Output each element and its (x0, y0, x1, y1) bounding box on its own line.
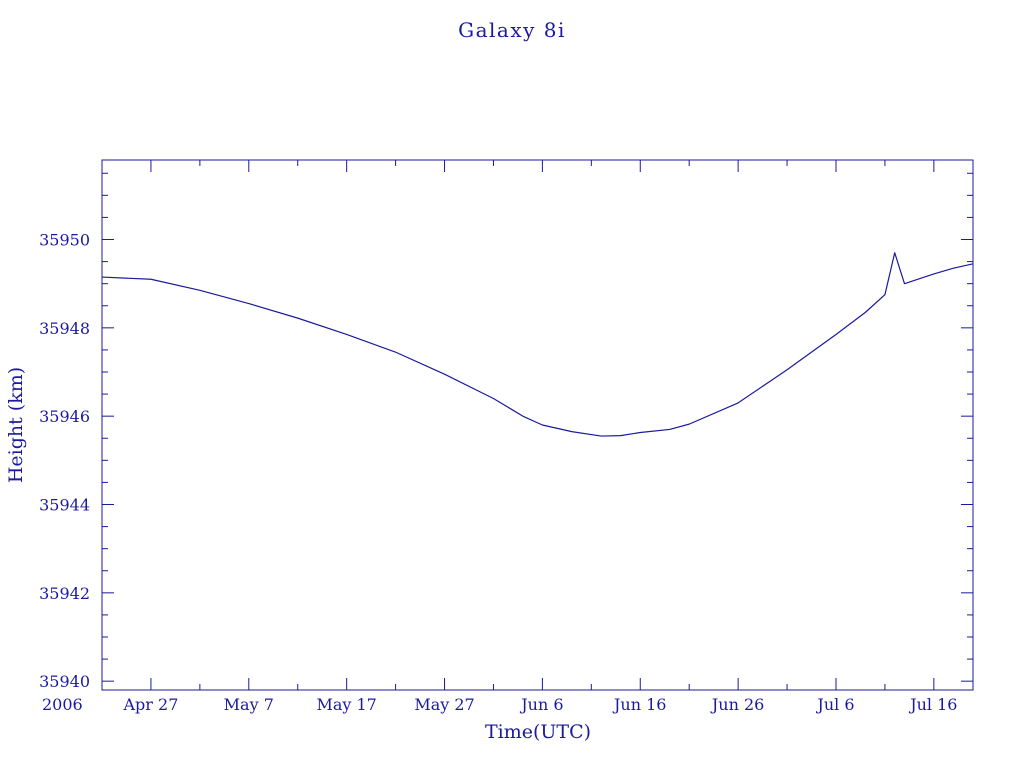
x-tick-label: May 7 (224, 695, 274, 714)
y-tick-label: 35948 (39, 319, 90, 338)
y-tick-label: 35950 (39, 231, 90, 250)
x-tick-label: Jun 16 (612, 695, 666, 714)
x-tick-label: Apr 27 (122, 695, 178, 714)
y-tick-label: 35940 (39, 672, 90, 691)
x-tick-label: May 27 (414, 695, 474, 714)
y-tick-label: 35944 (39, 496, 90, 515)
x-tick-label: Jul 16 (908, 695, 957, 714)
x-tick-label: May 17 (316, 695, 376, 714)
x-tick-label: Jul 6 (815, 695, 854, 714)
y-tick-label: 35946 (39, 407, 90, 426)
plot-frame (101, 159, 974, 691)
x-tick-label: Jun 6 (519, 695, 563, 714)
x-year-label: 2006 (42, 695, 83, 714)
chart-title: Galaxy 8i (458, 18, 566, 42)
x-tick-label: Jun 26 (710, 695, 764, 714)
y-axis-label: Height (km) (5, 367, 27, 483)
series-line-0 (101, 252, 974, 437)
y-tick-label: 35942 (39, 584, 90, 603)
x-axis-label: Time(UTC) (485, 721, 591, 743)
